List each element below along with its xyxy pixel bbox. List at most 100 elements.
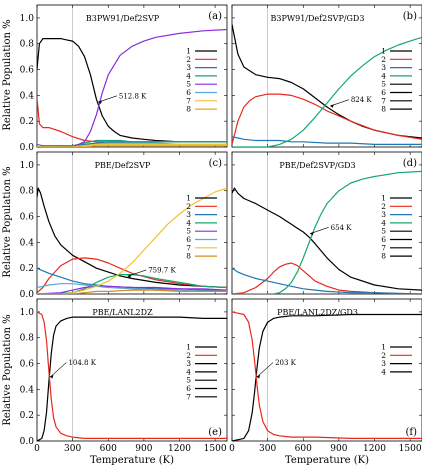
series-line-2: [232, 93, 422, 145]
x-tick-label: 300: [64, 444, 81, 454]
y-tick-label: 1.0: [20, 308, 35, 318]
plot-frame: [36, 151, 228, 295]
x-tick-label: 0: [229, 444, 235, 454]
series-line-8: [37, 145, 227, 147]
series-line-2: [37, 311, 227, 439]
panel-letter: (f): [405, 427, 417, 438]
legend-label: 5: [381, 227, 386, 236]
legend-label: 5: [186, 227, 191, 236]
panel-c: 0.0 0.2 0.4 0.6 0.8 1.0 PBE/Def2SVP (c) 759.7 K 1…: [20, 151, 228, 300]
legend-label: 1: [186, 343, 191, 352]
y-tick-label: 0.0: [20, 437, 35, 447]
panel-letter: (c): [209, 158, 223, 169]
annotation-arrow: [331, 99, 349, 106]
series-line-1: [37, 316, 227, 441]
series-line-1: [232, 187, 422, 291]
series-line-1: [37, 37, 227, 143]
legend-label: 6: [381, 88, 386, 97]
legend-label: 3: [381, 359, 386, 368]
legend-label: 2: [381, 351, 386, 360]
series-line-7: [37, 187, 227, 294]
annotation-arrow: [257, 362, 274, 377]
series-line-7: [37, 143, 227, 147]
legend-label: 5: [186, 80, 191, 89]
annotation-arrowhead: [329, 104, 334, 108]
legend-label: 6: [186, 235, 191, 244]
legend-label: 6: [381, 235, 386, 244]
panel-letter: (d): [403, 158, 417, 169]
legend-label: 7: [381, 243, 386, 252]
annotation-arrow: [311, 227, 329, 234]
panel-letter: (e): [208, 427, 222, 438]
series-line-2: [232, 311, 422, 439]
series-line-1: [37, 187, 227, 289]
series-line-3: [37, 267, 227, 291]
y-tick-label: 0.2: [20, 411, 34, 421]
annotation-arrowhead: [127, 274, 132, 278]
legend-label: 3: [381, 210, 386, 219]
series-line-4: [37, 139, 227, 147]
annotation-label: 824 K: [351, 96, 373, 104]
legend-label: 7: [381, 96, 386, 105]
annotation-arrowhead: [49, 374, 54, 379]
annotation-label: 104.8 K: [68, 359, 96, 367]
panel-f: 0 300 600 900 1200 1500 PBE/LANL2DZ/GD3 (f) 203 …: [229, 298, 422, 454]
y-tick-label: 0.2: [20, 117, 34, 127]
legend-label: 1: [381, 194, 386, 203]
x-tick-label: 1500: [399, 444, 422, 454]
series-line-2: [37, 257, 227, 294]
plot-frame: [231, 4, 422, 148]
panel-title: B3PW91/Def2SVP/GD3: [271, 14, 365, 23]
plot-frame: [36, 298, 228, 442]
annotation-label: 203 K: [275, 359, 297, 367]
series-line-5: [37, 28, 227, 147]
annotation-arrowhead: [309, 231, 314, 236]
series-line-3: [232, 136, 422, 145]
legend-label: 1: [186, 194, 191, 203]
plot-frame: [36, 4, 228, 148]
panel-title: PBE/LANL2DZ: [92, 308, 153, 317]
y-axis-label-top: Relative Population %: [2, 19, 13, 130]
y-tick-label: 0.0: [20, 143, 35, 153]
x-tick-label: 1200: [168, 444, 191, 454]
series-line-3: [232, 267, 422, 294]
x-tick-label: 300: [259, 444, 276, 454]
legend-label: 2: [186, 202, 191, 211]
legend-label: 4: [186, 367, 191, 376]
annotation-arrowhead: [256, 374, 261, 379]
legend-label: 5: [381, 80, 386, 89]
y-axis-label-middle: Relative Population %: [2, 166, 13, 277]
series-line-2: [232, 262, 422, 294]
legend-label: 8: [381, 105, 386, 114]
y-tick-label: 0.8: [20, 334, 35, 344]
x-tick-label: 900: [135, 444, 152, 454]
annotation-label: 654 K: [331, 224, 353, 232]
series-line-4: [232, 36, 422, 147]
legend-label: 8: [186, 252, 191, 261]
annotation-arrow: [99, 95, 117, 103]
series-line-2: [37, 97, 227, 143]
y-tick-label: 0.6: [20, 213, 35, 223]
series-line-4: [232, 170, 422, 294]
y-tick-label: 1.0: [20, 161, 35, 171]
x-tick-label: 1200: [363, 444, 386, 454]
legend-label: 7: [186, 243, 191, 252]
legend-label: 3: [381, 63, 386, 72]
legend-label: 8: [186, 105, 191, 114]
legend-label: 3: [186, 210, 191, 219]
annotation-label: 759.7 K: [148, 266, 176, 274]
x-tick-label: 0: [34, 444, 40, 454]
legend-label: 4: [186, 218, 191, 227]
y-tick-label: 0.0: [20, 290, 35, 300]
legend-label: 4: [381, 367, 386, 376]
x-tick-label: 1500: [204, 444, 227, 454]
panel-title: PBE/Def2SVP/GD3: [279, 161, 355, 170]
x-tick-label: 600: [295, 444, 312, 454]
y-tick-label: 0.4: [20, 91, 35, 101]
legend-label: 7: [186, 96, 191, 105]
